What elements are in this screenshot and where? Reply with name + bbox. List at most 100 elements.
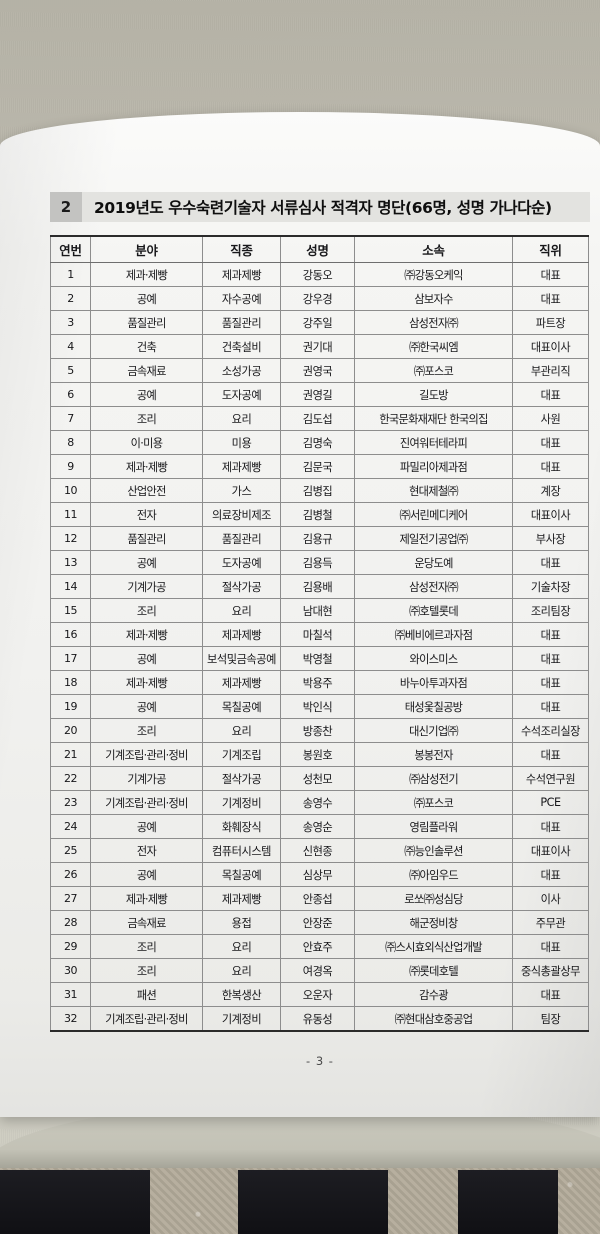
- cell-job: 기계정비: [202, 1006, 281, 1032]
- cell-no: 23: [50, 790, 91, 815]
- cell-org: 대신기업㈜: [354, 718, 513, 743]
- cell-job: 가스: [202, 478, 281, 503]
- cell-field: 전자: [90, 502, 203, 527]
- cell-no: 22: [50, 766, 91, 791]
- cell-name: 박용주: [280, 670, 355, 695]
- table-row: 3 품질관리 품질관리 강주일 삼성전자㈜ 파트장: [50, 310, 589, 335]
- cell-field: 품질관리: [90, 310, 203, 335]
- cell-no: 26: [50, 862, 91, 887]
- cell-position: 대표: [512, 862, 589, 887]
- cell-job: 건축설비: [202, 334, 281, 359]
- cell-position: 대표이사: [512, 334, 589, 359]
- table-row: 21 기계조립·관리·정비 기계조립 봉원호 봉봉전자 대표: [50, 742, 589, 767]
- column-header-name: 성명: [280, 235, 355, 263]
- cell-org: ㈜서린메디케어: [354, 502, 513, 527]
- cell-org: 파밀리아제과점: [354, 454, 513, 479]
- table-row: 14 기계가공 절삭가공 김용배 삼성전자㈜ 기술차장: [50, 574, 589, 599]
- cell-no: 16: [50, 622, 91, 647]
- cell-field: 조리: [90, 406, 203, 431]
- cell-org: ㈜능인솔루션: [354, 838, 513, 863]
- cell-name: 오운자: [280, 982, 355, 1007]
- cell-position: 수석조리실장: [512, 718, 589, 743]
- table-row: 11 전자 의료장비제조 김병철 ㈜서린메디케어 대표이사: [50, 502, 589, 527]
- cell-org: 현대제철㈜: [354, 478, 513, 503]
- cell-position: 대표: [512, 646, 589, 671]
- cell-name: 신현종: [280, 838, 355, 863]
- cell-org: ㈜롯데호텔: [354, 958, 513, 983]
- cell-name: 여경옥: [280, 958, 355, 983]
- cell-name: 권영국: [280, 358, 355, 383]
- cell-job: 제과제빵: [202, 670, 281, 695]
- cell-job: 절삭가공: [202, 574, 281, 599]
- cell-name: 김용배: [280, 574, 355, 599]
- table-header: 연번 분야 직종 성명 소속 직위: [50, 235, 589, 263]
- cell-name: 방종찬: [280, 718, 355, 743]
- cell-position: 사원: [512, 406, 589, 431]
- cell-field: 제과·제빵: [90, 454, 203, 479]
- cell-no: 4: [50, 334, 91, 359]
- cell-job: 화훼장식: [202, 814, 281, 839]
- cell-org: ㈜포스코: [354, 358, 513, 383]
- table-row: 30 조리 요리 여경옥 ㈜롯데호텔 중식총괄상무: [50, 958, 589, 983]
- cell-job: 도자공예: [202, 550, 281, 575]
- cell-position: 계장: [512, 478, 589, 503]
- cell-position: 이사: [512, 886, 589, 911]
- page-number: - 3 -: [306, 1054, 334, 1068]
- cell-field: 공예: [90, 814, 203, 839]
- table-row: 29 조리 요리 안효주 ㈜스시효외식산업개발 대표: [50, 934, 589, 959]
- cell-job: 자수공예: [202, 286, 281, 311]
- cell-name: 안효주: [280, 934, 355, 959]
- cell-field: 공예: [90, 286, 203, 311]
- table-row: 10 산업안전 가스 김병집 현대제철㈜ 계장: [50, 478, 589, 503]
- cell-field: 조리: [90, 598, 203, 623]
- cell-position: 수석연구원: [512, 766, 589, 791]
- cell-no: 29: [50, 934, 91, 959]
- table-row: 13 공예 도자공예 김용득 운당도예 대표: [50, 550, 589, 575]
- cell-field: 금속재료: [90, 358, 203, 383]
- cell-org: 삼성전자㈜: [354, 574, 513, 599]
- cell-org: ㈜호텔롯데: [354, 598, 513, 623]
- cell-field: 기계조립·관리·정비: [90, 790, 203, 815]
- cell-org: ㈜베비에르과자점: [354, 622, 513, 647]
- cell-no: 25: [50, 838, 91, 863]
- cell-position: 팀장: [512, 1006, 589, 1032]
- cell-name: 유동성: [280, 1006, 355, 1032]
- cell-position: 대표: [512, 454, 589, 479]
- cell-no: 20: [50, 718, 91, 743]
- cell-field: 제과·제빵: [90, 262, 203, 287]
- table-body: 1 제과·제빵 제과제빵 강동오 ㈜강동오케익 대표 2 공예 자수공예 강우경 삼보자수 대표 3 품질…: [50, 262, 589, 1032]
- table-row: 22 기계가공 절삭가공 성천모 ㈜삼성전기 수석연구원: [50, 766, 589, 791]
- cell-no: 9: [50, 454, 91, 479]
- table-row: 16 제과·제빵 제과제빵 마칠석 ㈜베비에르과자점 대표: [50, 622, 589, 647]
- cell-field: 산업안전: [90, 478, 203, 503]
- cell-field: 제과·제빵: [90, 886, 203, 911]
- cell-field: 기계조립·관리·정비: [90, 1006, 203, 1032]
- cell-position: 대표: [512, 982, 589, 1007]
- cell-no: 32: [50, 1006, 91, 1032]
- table-row: 25 전자 컴퓨터시스템 신현종 ㈜능인솔루션 대표이사: [50, 838, 589, 863]
- cell-name: 봉원호: [280, 742, 355, 767]
- cell-position: 기술차장: [512, 574, 589, 599]
- cell-no: 10: [50, 478, 91, 503]
- table-row: 28 금속재료 용접 안장준 해군정비창 주무관: [50, 910, 589, 935]
- cell-no: 21: [50, 742, 91, 767]
- table-row: 15 조리 요리 남대현 ㈜호텔롯데 조리팀장: [50, 598, 589, 623]
- cell-no: 31: [50, 982, 91, 1007]
- table-row: 26 공예 목칠공예 심상무 ㈜아임우드 대표: [50, 862, 589, 887]
- cell-name: 김병철: [280, 502, 355, 527]
- cell-name: 강우경: [280, 286, 355, 311]
- cell-position: 조리팀장: [512, 598, 589, 623]
- cell-org: ㈜한국씨엠: [354, 334, 513, 359]
- cell-field: 공예: [90, 382, 203, 407]
- cell-org: ㈜현대삼호중공업: [354, 1006, 513, 1032]
- column-header-field: 분야: [90, 235, 203, 263]
- cell-name: 심상무: [280, 862, 355, 887]
- cell-job: 요리: [202, 934, 281, 959]
- cell-field: 공예: [90, 862, 203, 887]
- cell-name: 김문국: [280, 454, 355, 479]
- cell-name: 김용득: [280, 550, 355, 575]
- cell-field: 조리: [90, 958, 203, 983]
- document-body: 2 2019년도 우수숙련기술자 서류심사 적격자 명단(66명, 성명 가나다…: [50, 192, 590, 1068]
- cell-field: 조리: [90, 718, 203, 743]
- cell-no: 7: [50, 406, 91, 431]
